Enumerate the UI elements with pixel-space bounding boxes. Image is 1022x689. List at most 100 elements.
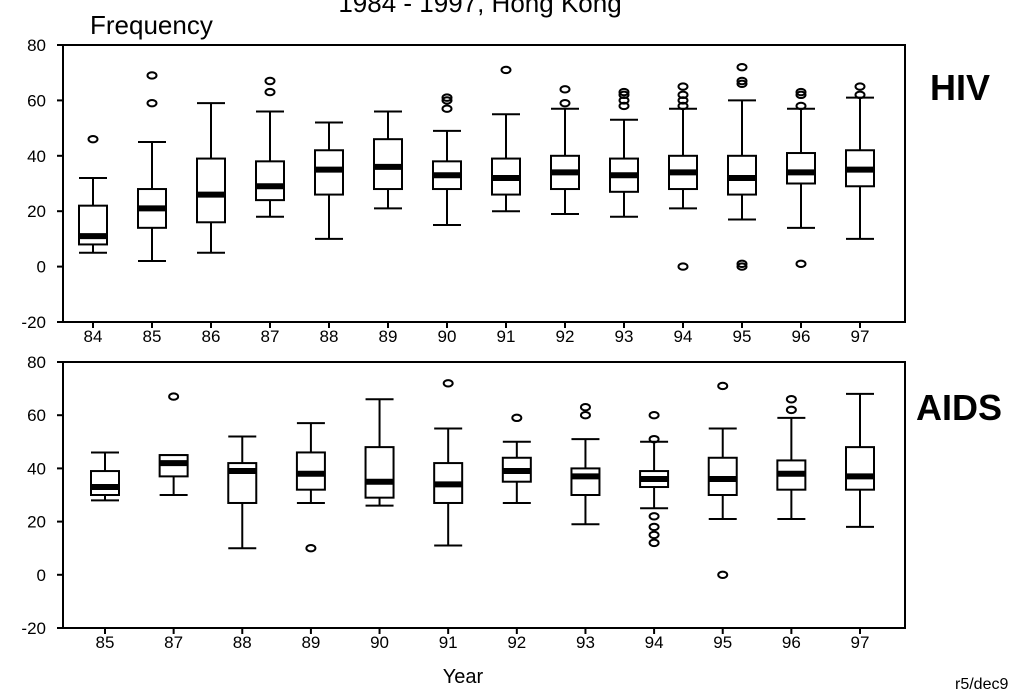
panel-label: HIV — [930, 67, 990, 108]
outlier-point — [677, 90, 689, 100]
x-tick-label: 96 — [792, 327, 811, 346]
outlier-point — [854, 82, 866, 91]
outlier-point — [677, 262, 689, 271]
outlier-point — [785, 395, 797, 404]
y-tick-label: 60 — [27, 406, 46, 425]
box-iqr — [786, 152, 816, 185]
plot-frame — [62, 44, 906, 323]
outlier-point — [441, 104, 453, 113]
outlier-point — [648, 538, 660, 548]
outlier-point — [785, 405, 797, 415]
outlier-point — [559, 98, 571, 108]
chart-title: 1984 - 1997, Hong Kong — [338, 0, 621, 18]
panel-label: AIDS — [916, 387, 1002, 428]
x-tick-label: 97 — [851, 633, 870, 652]
x-tick-label: 92 — [507, 633, 526, 652]
outlier-point — [736, 79, 748, 88]
box-iqr — [364, 446, 395, 499]
outlier-point — [618, 90, 630, 100]
outlier-point — [717, 381, 729, 391]
x-tick-label: 91 — [497, 327, 516, 346]
outlier-point — [264, 87, 276, 97]
x-tick-label: 87 — [261, 327, 280, 346]
box-85 — [137, 71, 167, 263]
outlier-point — [717, 570, 729, 579]
outlier-point — [305, 544, 317, 553]
x-tick-label: 94 — [674, 327, 693, 346]
box-89 — [373, 110, 403, 210]
y-tick-label: 0 — [37, 258, 46, 277]
x-tick-label: 86 — [202, 327, 221, 346]
x-axis-title: Year — [443, 666, 484, 688]
x-tick-label: 95 — [733, 327, 752, 346]
outlier-point — [854, 90, 866, 100]
outlier-point — [736, 76, 748, 86]
x-tick-label: 90 — [370, 633, 389, 652]
x-tick-label: 94 — [645, 633, 664, 652]
box-95 — [707, 381, 738, 579]
outlier-point — [618, 87, 630, 97]
box-91 — [433, 379, 464, 547]
box-93 — [570, 403, 601, 526]
x-tick-label: 96 — [782, 633, 801, 652]
y-tick-label: -20 — [21, 313, 46, 332]
outlier-point — [795, 90, 807, 100]
outlier-point — [441, 93, 453, 102]
box-97 — [845, 392, 875, 528]
box-iqr — [196, 157, 226, 224]
box-96 — [786, 87, 816, 269]
box-90 — [432, 93, 462, 227]
outlier-point — [146, 71, 158, 80]
y-tick-label: 60 — [27, 91, 46, 110]
box-93 — [609, 87, 639, 218]
box-90 — [364, 398, 395, 507]
box-iqr — [90, 470, 120, 496]
box-95 — [727, 62, 757, 271]
box-88 — [227, 435, 258, 550]
x-tick-label: 93 — [615, 327, 634, 346]
outlier-point — [677, 82, 689, 91]
box-85 — [90, 451, 120, 502]
outlier-point — [648, 411, 660, 420]
outlier-point — [648, 522, 660, 532]
outlier-point — [736, 259, 748, 269]
outlier-point — [146, 98, 158, 108]
box-89 — [295, 422, 326, 553]
box-87 — [255, 76, 285, 218]
box-94 — [668, 82, 698, 271]
outlier-point — [264, 76, 276, 86]
x-tick-label: 92 — [556, 327, 575, 346]
box-91 — [491, 65, 521, 213]
outlier-point — [559, 85, 571, 94]
x-tick-label: 90 — [438, 327, 457, 346]
outlier-point — [648, 530, 660, 540]
box-87 — [158, 392, 189, 496]
box-88 — [314, 121, 344, 240]
box-86 — [196, 102, 226, 254]
y-tick-label: 20 — [27, 202, 46, 221]
outlier-point — [442, 379, 454, 388]
x-tick-label: 91 — [439, 633, 458, 652]
y-tick-label: -20 — [21, 619, 46, 638]
outlier-point — [648, 512, 660, 521]
outlier-point — [579, 403, 591, 412]
outlier-point — [579, 411, 591, 420]
x-tick-label: 88 — [320, 327, 339, 346]
y-tick-label: 80 — [27, 36, 46, 55]
outlier-point — [648, 434, 660, 444]
y-tick-label: 80 — [27, 353, 46, 372]
x-tick-label: 89 — [379, 327, 398, 346]
plot-frame — [62, 361, 906, 629]
outlier-point — [168, 392, 180, 401]
box-94 — [639, 411, 670, 548]
outlier-point — [441, 96, 453, 105]
y-tick-label: 0 — [37, 566, 46, 585]
box-96 — [776, 395, 807, 520]
aids-panel: -20 0 20 40 60 80 85 87 88 89 90 91 92 93 94 95 96 97 AIDS — [21, 353, 1002, 652]
x-tick-label: 87 — [164, 633, 183, 652]
outlier-point — [795, 101, 807, 111]
x-tick-label: 85 — [96, 633, 115, 652]
box-iqr — [255, 160, 285, 202]
box-92 — [550, 85, 580, 215]
